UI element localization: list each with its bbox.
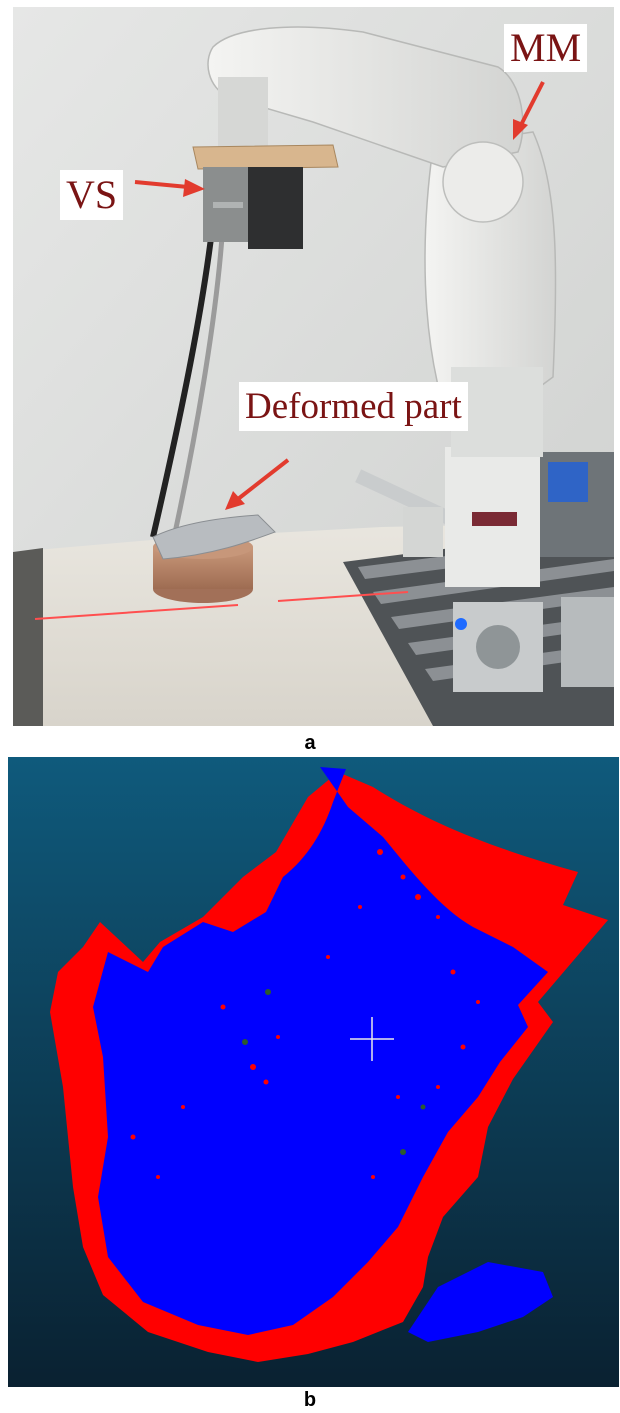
point-cloud-red-speckles bbox=[130, 849, 480, 1215]
point-cloud-view bbox=[8, 757, 619, 1387]
caption-a: a bbox=[304, 732, 316, 754]
label-mm: MM bbox=[504, 24, 588, 72]
deformed-part-fixture bbox=[152, 514, 276, 603]
robot-elbow-joint bbox=[442, 141, 524, 223]
caption-b: b bbox=[303, 1389, 317, 1411]
label-vs: VS bbox=[60, 170, 124, 220]
laser-line-left bbox=[34, 604, 239, 620]
point-cloud-canvas bbox=[8, 757, 619, 1387]
point-cloud-blue bbox=[93, 767, 548, 1335]
arrow-to-vs-head bbox=[183, 179, 205, 197]
robot-upper-arm bbox=[207, 26, 524, 168]
point-cloud-blue-fringe bbox=[408, 1262, 553, 1342]
robot-scene-illustration bbox=[13, 7, 614, 726]
robot-base bbox=[403, 447, 540, 587]
crosshair-center-marker bbox=[350, 1017, 394, 1061]
point-cloud-dark-specks bbox=[242, 989, 426, 1155]
robot-wrist bbox=[218, 77, 268, 147]
arrow-to-vs bbox=[134, 180, 189, 189]
wooden-mount-plate bbox=[192, 144, 339, 170]
arrow-to-part-head bbox=[225, 491, 245, 510]
label-deformed-part: Deformed part bbox=[239, 382, 468, 431]
sensor-cable bbox=[150, 221, 216, 538]
arrow-to-mm-head bbox=[513, 119, 528, 140]
sensor-cable-grey bbox=[170, 221, 226, 543]
annotation-arrows bbox=[134, 81, 545, 510]
laser-line-right bbox=[277, 591, 409, 602]
table-edge bbox=[13, 548, 43, 726]
robot-setup-photo: MM VS Deformed part bbox=[13, 7, 614, 726]
arrow-to-mm bbox=[519, 81, 545, 126]
vision-sensor bbox=[203, 167, 303, 249]
arrow-to-part bbox=[236, 458, 290, 501]
pneumatic-components bbox=[355, 452, 614, 692]
